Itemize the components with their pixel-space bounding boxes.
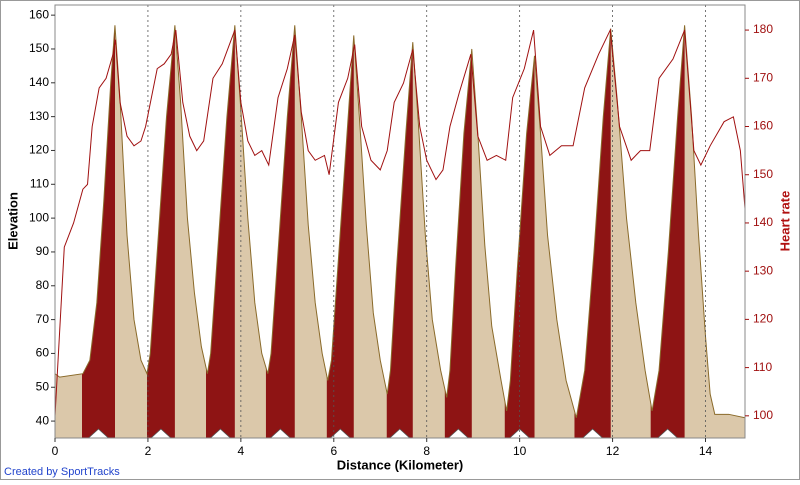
- lap-marker: [150, 428, 172, 438]
- footer-link[interactable]: Created by SportTracks: [4, 466, 120, 478]
- lap-highlight: [650, 25, 685, 438]
- y2-tick-label: 120: [753, 312, 773, 326]
- x-tick-label: 2: [145, 444, 152, 458]
- lap-marker: [581, 428, 604, 438]
- y2-tick-label: 130: [753, 263, 773, 277]
- lap-marker: [209, 428, 232, 438]
- y2-axis-title: Heart rate: [777, 191, 792, 252]
- heart-rate-line: [55, 28, 745, 416]
- y-tick-label: 70: [36, 312, 50, 326]
- x-tick-label: 12: [606, 444, 620, 458]
- y-tick-label: 110: [30, 176, 49, 190]
- x-tick-label: 14: [699, 444, 713, 458]
- lap-marker: [389, 428, 411, 438]
- y-tick-label: 80: [36, 278, 50, 292]
- y-tick-label: 40: [36, 413, 50, 427]
- y2-tick-label: 160: [753, 119, 773, 133]
- lap-highlight: [147, 25, 175, 438]
- y-tick-label: 130: [29, 109, 49, 123]
- y-tick-label: 150: [29, 41, 49, 55]
- lap-highlight: [386, 42, 413, 438]
- y-tick-label: 60: [36, 346, 50, 360]
- x-axis-title: Distance (Kilometer): [337, 457, 463, 472]
- y-tick-label: 50: [36, 379, 50, 393]
- x-tick-label: 0: [52, 444, 59, 458]
- x-tick-label: 4: [238, 444, 245, 458]
- x-tick-label: 6: [330, 444, 337, 458]
- lap-highlight: [574, 28, 611, 438]
- y2-tick-label: 140: [753, 215, 773, 229]
- lap-highlight: [206, 25, 235, 438]
- y-tick-label: 100: [29, 210, 49, 224]
- lap-highlight: [81, 25, 115, 438]
- lap-marker: [329, 428, 351, 438]
- plot: [55, 5, 745, 438]
- lap-marker: [447, 428, 469, 438]
- lap-marker: [657, 428, 679, 438]
- y-tick-label: 120: [29, 143, 49, 157]
- lap-highlight: [265, 25, 295, 438]
- lap-marker: [509, 428, 531, 438]
- y-tick-label: 160: [29, 7, 49, 21]
- y2-tick-label: 170: [753, 70, 773, 84]
- x-tick-label: 8: [423, 444, 430, 458]
- y2-tick-label: 100: [753, 408, 773, 422]
- y2-tick-label: 180: [753, 22, 773, 36]
- y-axis-title: Elevation: [5, 192, 20, 250]
- x-tick-label: 10: [513, 444, 527, 458]
- lap-marker: [87, 428, 110, 438]
- y-tick-label: 140: [29, 75, 49, 89]
- lap-marker: [269, 428, 291, 438]
- y2-tick-label: 110: [753, 360, 772, 374]
- y2-tick-label: 150: [753, 167, 773, 181]
- plot-border: [54, 4, 746, 439]
- y-tick-label: 90: [36, 244, 50, 258]
